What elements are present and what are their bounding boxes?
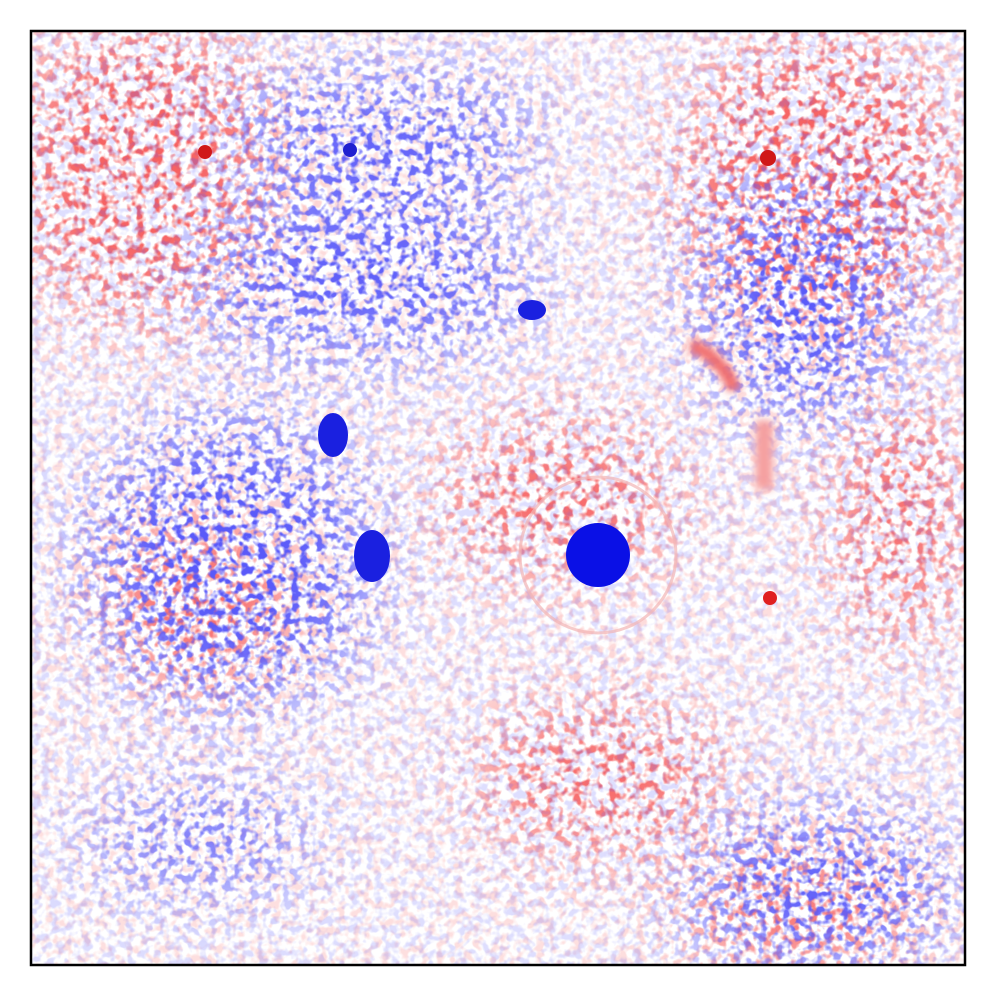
red-streak [687, 338, 742, 393]
blue-blob [518, 300, 546, 320]
blue-disc [566, 523, 630, 587]
blue-blob [354, 530, 390, 582]
blue-blob [318, 413, 348, 457]
red-dot [198, 145, 212, 159]
blue-noise [31, 31, 965, 965]
red-streaks [687, 338, 773, 490]
blue-dot [343, 143, 357, 157]
red-streak [755, 420, 773, 490]
ring [518, 475, 678, 635]
frame [29, 29, 967, 967]
red-dot [760, 150, 776, 166]
red-dot [763, 591, 777, 605]
features [198, 143, 777, 635]
blue-noise-layer [31, 31, 965, 965]
